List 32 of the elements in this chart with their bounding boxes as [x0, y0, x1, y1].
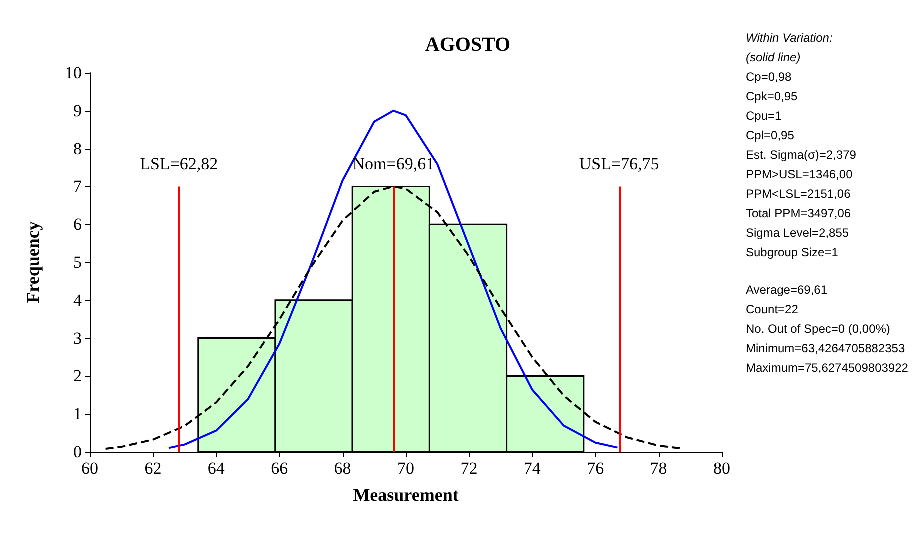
y-axis-title: Frequency	[23, 222, 43, 304]
x-axis-title: Measurement	[353, 485, 459, 505]
y-tick-label: 8	[74, 139, 82, 158]
ref-line-label: Nom=69,61	[352, 154, 435, 174]
text: Average=69,61 Count=22 No. Out of Spec=0 (0,00%) Minimum=63,4264705882353 Maximum=75,6274509803922	[746, 282, 909, 375]
y-tick-label: 10	[65, 64, 82, 82]
text: Within Variation: (solid line)	[746, 30, 833, 64]
x-tick-label: 62	[144, 459, 162, 478]
x-tick-label: 68	[334, 459, 352, 478]
x-tick-label: 76	[587, 459, 604, 478]
y-tick-label: 0	[74, 442, 82, 462]
y-tick-label: 7	[74, 177, 82, 196]
text: Cp=0,98 Cpk=0,95 Cpu=1 Cpl=0,95 Est. Sigma(σ)=2,379 PPM>USL=1346,00 PPM<LSL=2151,06 Total PPM=3497,06 Sigma Level=2,855 Subgroup Size=1	[746, 70, 856, 260]
ref-line-label: USL=76,75	[579, 154, 660, 174]
x-tick-label: 66	[271, 459, 288, 478]
ref-line-label: LSL=62,82	[140, 154, 218, 174]
y-tick-label: 3	[74, 328, 82, 348]
x-tick-label: 60	[82, 459, 98, 478]
x-tick-label: 70	[398, 459, 414, 478]
y-tick-label: 2	[74, 366, 82, 386]
y-tick-label: 5	[74, 253, 82, 272]
y-tick-label: 6	[74, 215, 82, 234]
x-tick-label: 80	[714, 459, 730, 478]
x-tick-label: 78	[650, 459, 668, 478]
y-tick-label: 9	[74, 101, 82, 120]
line-series	[104, 186, 682, 450]
x-tick-label: 72	[460, 459, 478, 478]
y-tick-label: 4	[74, 290, 82, 310]
chart-title: AGOSTO	[425, 34, 511, 56]
x-tick-label: 64	[208, 459, 226, 478]
x-tick-label: 74	[524, 459, 542, 478]
y-tick-label: 1	[74, 404, 82, 424]
